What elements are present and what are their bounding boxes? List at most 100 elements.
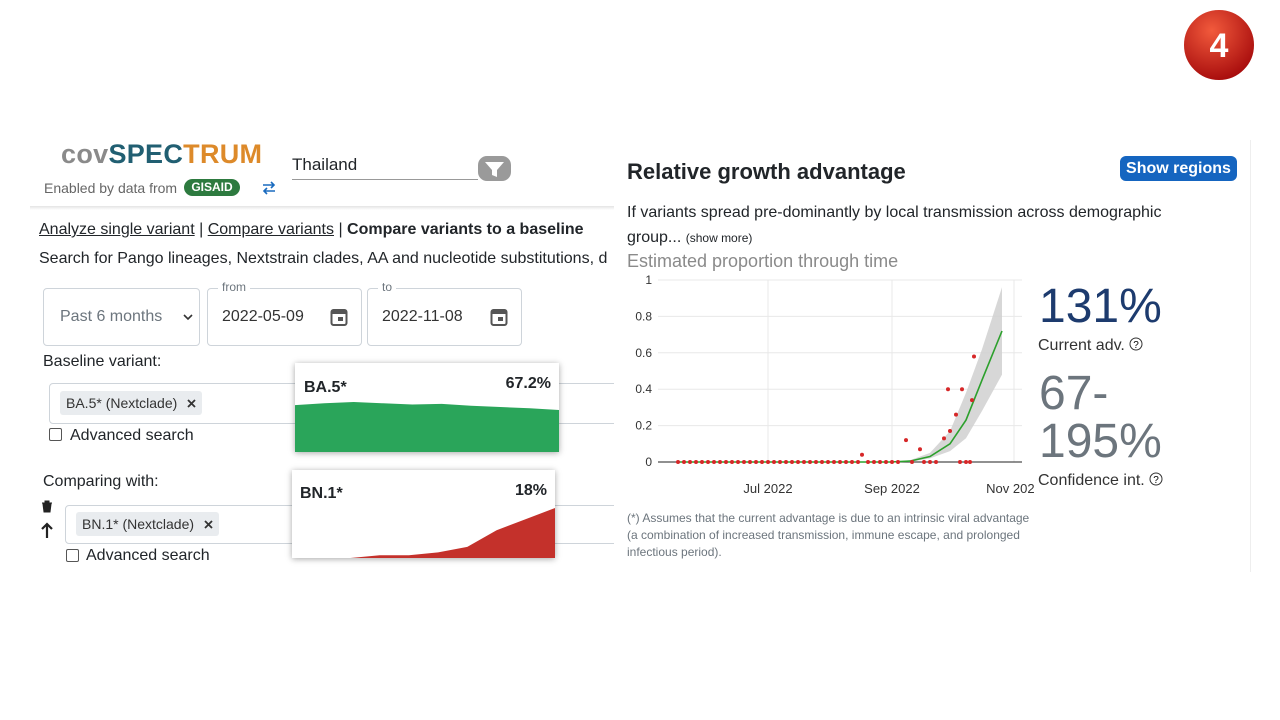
y-tick-label: 0.4	[635, 382, 652, 396]
variant-popup: BN.1* 18%	[292, 470, 555, 558]
data-point	[970, 398, 974, 403]
data-point	[700, 460, 704, 464]
filter-button[interactable]	[478, 156, 511, 181]
current-advantage-label: Current adv. ?	[1038, 337, 1143, 355]
data-point	[866, 460, 870, 464]
current-advantage: 131%	[1039, 280, 1162, 333]
calendar-icon[interactable]	[330, 307, 348, 327]
nav-separator: |	[199, 221, 204, 238]
baseline-label: Baseline variant:	[43, 353, 162, 370]
swap-icon[interactable]	[261, 181, 277, 195]
data-point	[748, 460, 752, 464]
data-point	[948, 429, 952, 434]
enabled-by: Enabled by data from	[44, 180, 178, 196]
to-value: 2022-11-08	[382, 308, 463, 325]
advanced-search[interactable]: Advanced search	[86, 547, 210, 564]
data-point	[954, 412, 958, 417]
y-tick-label: 0	[645, 455, 652, 469]
data-point	[718, 460, 722, 464]
data-point	[784, 460, 788, 464]
x-tick-label: Sep 2022	[864, 481, 920, 496]
data-point	[826, 460, 830, 464]
advanced-search[interactable]: Advanced search	[70, 427, 194, 444]
nav-link[interactable]: Compare variants	[207, 221, 334, 238]
data-point	[796, 460, 800, 464]
data-point	[872, 460, 876, 464]
location-input[interactable]: Thailand	[292, 155, 358, 174]
data-point	[958, 460, 962, 464]
help-icon[interactable]: ?	[1129, 337, 1143, 351]
from-input[interactable]: from 2022-05-09	[207, 280, 362, 346]
svg-text:?: ?	[1134, 340, 1140, 351]
preset-select[interactable]: Past 6 months	[43, 288, 200, 346]
y-tick-label: 0.8	[635, 309, 652, 323]
comparing-label: Comparing with:	[43, 473, 159, 490]
data-point	[778, 460, 782, 464]
show-more[interactable]: (show more)	[685, 231, 753, 245]
data-point	[676, 460, 680, 464]
chip-text: BN.1* (Nextclade)	[82, 516, 195, 532]
gisaid-logo[interactable]: GISAID	[184, 179, 240, 196]
data-point	[884, 460, 888, 464]
checkbox[interactable]	[66, 549, 79, 562]
confidence-interval: 67-195%	[1039, 367, 1162, 468]
confidence-label: Confidence int. ?	[1038, 472, 1163, 490]
data-point	[736, 460, 740, 464]
data-point	[688, 460, 692, 464]
data-point	[922, 460, 926, 464]
to-input[interactable]: to 2022-11-08	[367, 280, 522, 346]
data-point	[860, 452, 864, 457]
data-point	[808, 460, 812, 464]
chip-remove[interactable]	[187, 399, 196, 408]
location-underline	[292, 179, 478, 180]
trash-icon[interactable]	[42, 500, 52, 513]
data-point	[766, 460, 770, 464]
chip-remove[interactable]	[204, 520, 213, 529]
panel-description: If variants spread pre-dominantly by loc…	[627, 200, 1187, 251]
nav-link[interactable]: Analyze single variant	[39, 221, 195, 238]
data-point	[832, 460, 836, 464]
chart-title: Estimated proportion through time	[627, 251, 899, 271]
data-point	[724, 460, 728, 464]
data-point	[904, 438, 908, 443]
variant-chip[interactable]: BA.5* (Nextclade)	[60, 391, 203, 415]
logo-part: cov	[61, 139, 109, 169]
move-up-icon[interactable]	[41, 522, 53, 538]
popup-value: 67.2%	[505, 375, 551, 392]
x-tick-label: Jul 2022	[743, 481, 792, 496]
chevron	[183, 314, 193, 321]
footnote: (*) Assumes that the current advantage i…	[627, 511, 1030, 559]
search-hint: Search for Pango lineages, Nextstrain cl…	[39, 250, 608, 267]
checkbox[interactable]	[49, 428, 62, 441]
stat-label: Confidence int.	[1038, 472, 1145, 489]
y-tick-label: 1	[645, 273, 652, 287]
badge-circle	[1182, 8, 1256, 82]
sparkline	[292, 508, 555, 558]
data-point	[838, 460, 842, 464]
data-point	[802, 460, 806, 464]
calendar-icon[interactable]	[490, 307, 508, 327]
y-tick-label: 0.6	[635, 346, 652, 360]
help-icon[interactable]: ?	[1149, 472, 1163, 486]
confidence-band	[678, 287, 1002, 462]
show-regions-button[interactable]: Show regions	[1120, 156, 1237, 181]
data-point	[772, 460, 776, 464]
description-text: If variants spread pre-dominantly by loc…	[627, 204, 1162, 246]
data-point	[890, 460, 894, 464]
data-point	[856, 460, 860, 464]
y-tick-label: 0.2	[635, 419, 652, 433]
trend-area	[295, 402, 559, 452]
variant-popup: BA.5* 67.2%	[295, 363, 559, 452]
data-point	[790, 460, 794, 464]
growth-panel	[614, 140, 1251, 572]
data-point	[878, 460, 882, 464]
chip-text: BA.5* (Nextclade)	[66, 395, 178, 411]
nav-active[interactable]: Compare variants to a baseline	[347, 221, 584, 238]
nav: Analyze single variant | Compare variant…	[39, 221, 584, 239]
logo[interactable]: covSPECTRUM	[61, 139, 262, 170]
variant-chip[interactable]: BN.1* (Nextclade)	[76, 512, 219, 536]
svg-text:?: ?	[1153, 475, 1159, 486]
stat-label: Current adv.	[1038, 337, 1125, 354]
data-point	[730, 460, 734, 464]
